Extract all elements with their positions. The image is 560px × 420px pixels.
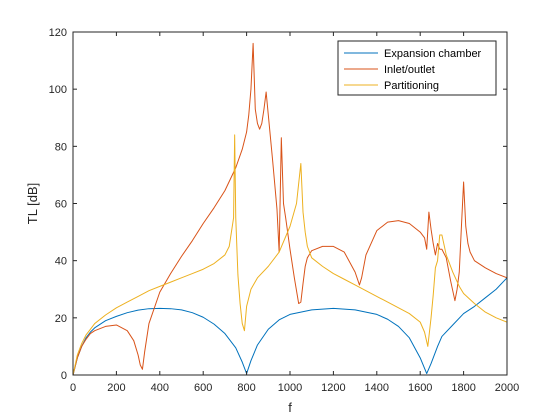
x-tick-label: 0 — [70, 382, 76, 394]
legend-label-expansion-chamber: Expansion chamber — [384, 48, 482, 60]
x-tick-label: 1400 — [365, 382, 389, 394]
legend: Expansion chamber Inlet/outlet Partitionin… — [337, 40, 497, 96]
y-ticks: 0 20 40 60 80 100 120 — [49, 27, 507, 382]
x-tick-label: 1200 — [321, 382, 345, 394]
x-ticks: 0 200 400 600 800 1000 1200 1400 1600 1800 2000 — [70, 32, 519, 394]
x-tick-label: 1000 — [278, 382, 302, 394]
legend-label-partitioning: Partitioning — [384, 80, 439, 92]
y-tick-label: 100 — [49, 84, 67, 96]
y-tick-label: 40 — [55, 256, 67, 268]
x-tick-label: 800 — [237, 382, 255, 394]
x-tick-label: 2000 — [495, 382, 519, 394]
y-tick-label: 60 — [55, 199, 67, 211]
series-line-inlet-outlet — [73, 42, 507, 375]
legend-label-inlet-outlet: Inlet/outlet — [384, 64, 435, 76]
y-axis-label: TL [dB] — [25, 183, 40, 224]
series-line-partitioning — [73, 134, 507, 375]
x-tick-label: 600 — [194, 382, 212, 394]
y-tick-label: 80 — [55, 141, 67, 153]
y-tick-label: 120 — [49, 27, 67, 39]
x-tick-label: 1800 — [451, 382, 475, 394]
series-layer — [73, 42, 507, 375]
x-axis-label: f — [288, 400, 292, 415]
series-line-expansion-chamber — [73, 277, 507, 375]
x-tick-label: 400 — [151, 382, 169, 394]
legend-items: Expansion chamber Inlet/outlet Partitionin… — [344, 48, 482, 92]
y-tick-label: 0 — [61, 370, 67, 382]
legend-box — [337, 40, 497, 96]
x-tick-label: 200 — [107, 382, 125, 394]
x-tick-label: 1600 — [408, 382, 432, 394]
y-tick-label: 20 — [55, 313, 67, 325]
